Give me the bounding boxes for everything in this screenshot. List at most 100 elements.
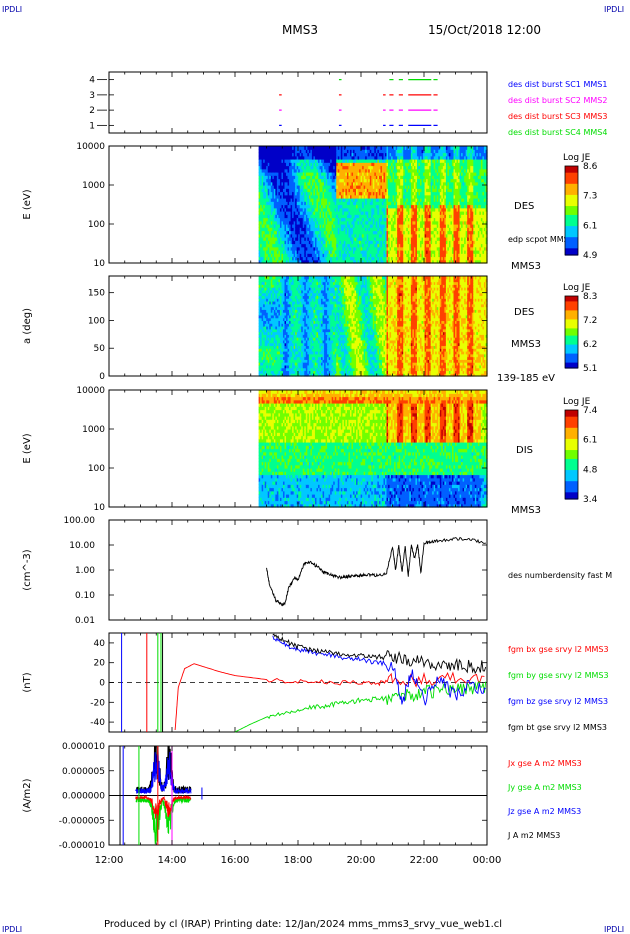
heatmap-cell	[363, 168, 366, 173]
heatmap-cell	[273, 233, 276, 238]
heatmap-cell	[260, 155, 263, 160]
heatmap-cell	[383, 253, 386, 258]
heatmap-cell	[380, 178, 383, 183]
heatmap-cell	[334, 181, 337, 186]
heatmap-cell	[278, 211, 281, 215]
heatmap-cell	[272, 188, 275, 193]
heatmap-cell	[278, 149, 281, 154]
heatmap-cell	[267, 152, 270, 157]
heatmap-cell	[302, 155, 305, 160]
heatmap-cell	[366, 198, 369, 202]
heatmap-cell	[343, 188, 347, 193]
heatmap-cell	[301, 259, 304, 264]
heatmap-cell	[336, 185, 339, 189]
heatmap-cell	[357, 155, 360, 160]
heatmap-cell	[384, 246, 388, 251]
heatmap-cell	[328, 149, 331, 154]
heatmap-cell	[301, 243, 304, 248]
heatmap-cell	[378, 250, 382, 254]
heatmap-cell	[380, 168, 383, 173]
heatmap-cell	[353, 159, 356, 163]
heatmap-cell	[308, 204, 311, 209]
heatmap-cell	[354, 240, 357, 245]
heatmap-cell	[359, 159, 362, 163]
heatmap-cell	[311, 146, 315, 150]
heatmap-cell	[313, 198, 316, 202]
heatmap-cell	[384, 233, 388, 238]
heatmap-cell	[377, 191, 380, 196]
heatmap-cell	[342, 194, 345, 199]
heatmap-cell	[362, 207, 365, 212]
heatmap-cell	[296, 155, 299, 160]
heatmap-cell	[311, 188, 315, 193]
heatmap-cell	[362, 227, 365, 232]
heatmap-cell	[272, 233, 275, 238]
heatmap-cell	[311, 198, 315, 202]
heatmap-cell	[270, 204, 273, 209]
heatmap-cell	[330, 185, 333, 189]
heatmap-cell	[346, 168, 350, 173]
heatmap-cell	[281, 217, 284, 222]
heatmap-cell	[293, 211, 296, 215]
heatmap-cell	[334, 207, 337, 212]
heatmap-cell	[295, 237, 298, 241]
heatmap-cell	[362, 198, 365, 202]
heatmap-cell	[307, 211, 310, 215]
heatmap-cell	[308, 175, 311, 180]
heatmap-cell	[261, 250, 264, 254]
heatmap-cell	[263, 227, 266, 232]
heatmap-cell	[263, 172, 266, 176]
heatmap-cell	[296, 165, 299, 170]
heatmap-cell	[295, 217, 298, 222]
heatmap-cell	[372, 172, 375, 176]
heatmap-cell	[369, 246, 372, 251]
heatmap-cell	[348, 207, 351, 212]
heatmap-cell	[381, 224, 385, 228]
heatmap-cell	[384, 243, 388, 248]
heatmap-cell	[293, 237, 296, 241]
heatmap-cell	[304, 211, 307, 215]
heatmap-cell	[261, 168, 264, 173]
heatmap-cell	[258, 175, 261, 180]
heatmap-cell	[348, 233, 351, 238]
heatmap-cell	[289, 259, 292, 264]
heatmap-cell	[267, 256, 270, 261]
heatmap-cell	[275, 155, 278, 160]
heatmap-cell	[380, 152, 383, 157]
heatmap-cell	[363, 220, 366, 225]
heatmap-cell	[321, 217, 324, 222]
heatmap-cell	[298, 201, 301, 206]
heatmap-cell	[383, 214, 386, 219]
heatmap-cell	[299, 237, 302, 241]
heatmap-cell	[375, 227, 378, 232]
heatmap-cell	[378, 178, 382, 183]
heatmap-cell	[330, 152, 333, 157]
heatmap-cell	[331, 194, 334, 199]
heatmap-cell	[290, 178, 293, 183]
heatmap-cell	[282, 211, 286, 215]
heatmap-cell	[360, 175, 363, 180]
heatmap-cell	[276, 191, 280, 196]
heatmap-cell	[357, 211, 360, 215]
heatmap-cell	[275, 172, 278, 176]
heatmap-cell	[304, 250, 307, 254]
heatmap-cell	[354, 178, 357, 183]
heatmap-cell	[273, 250, 276, 254]
heatmap-cell	[286, 175, 289, 180]
heatmap-cell	[284, 159, 287, 163]
heatmap-cell	[311, 155, 315, 160]
heatmap-cell	[273, 146, 276, 150]
heatmap-cell	[279, 204, 283, 209]
heatmap-cell	[263, 152, 266, 157]
heatmap-cell	[348, 204, 351, 209]
heatmap-cell	[327, 194, 330, 199]
heatmap-cell	[272, 240, 275, 245]
heatmap-cell	[266, 220, 269, 225]
heatmap-cell	[337, 240, 340, 245]
heatmap-cell	[263, 217, 266, 222]
heatmap-cell	[313, 243, 316, 248]
heatmap-cell	[278, 204, 281, 209]
heatmap-cell	[366, 237, 369, 241]
heatmap-cell	[362, 253, 365, 258]
heatmap-cell	[342, 204, 345, 209]
